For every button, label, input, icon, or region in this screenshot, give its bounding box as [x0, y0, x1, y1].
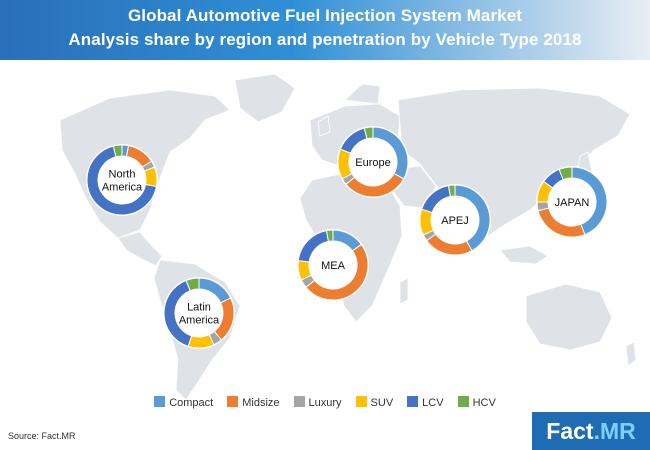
donut-hole — [548, 178, 596, 226]
legend: Compact Midsize Luxury SUV LCV HCV — [0, 396, 650, 409]
region-donuts: NorthAmericaEuropeAPEJJAPANMEALatinAmeri… — [86, 126, 608, 349]
donut-hole — [349, 138, 397, 186]
donut-slice-suv — [187, 334, 215, 349]
donut-label: Latin — [187, 302, 211, 314]
donut-hole — [431, 196, 479, 244]
world-map-donut-chart: NorthAmericaEuropeAPEJJAPANMEALatinAmeri… — [59, 73, 637, 401]
donut-japan: JAPAN — [536, 166, 608, 238]
legend-item-hcv: HCV — [457, 396, 496, 409]
donut-label: North — [109, 169, 136, 181]
legend-item-luxury: Luxury — [293, 396, 342, 409]
donut-hole — [309, 241, 357, 289]
donut-label: JAPAN — [555, 197, 590, 209]
map-scandinavia — [344, 83, 381, 105]
map-madagascar — [399, 277, 409, 305]
legend-item-lcv: LCV — [407, 396, 444, 409]
legend-swatch — [293, 396, 305, 407]
donut-label: America — [179, 315, 220, 327]
legend-label: LCV — [422, 397, 444, 409]
legend-label: Luxury — [308, 397, 342, 409]
chart-title-line-1: Global Automotive Fuel Injection System … — [127, 6, 523, 25]
donut-slice-hcv — [558, 166, 573, 181]
donut-slice-suv — [419, 208, 434, 236]
donut-label: APEJ — [441, 215, 469, 227]
donut-apej: APEJ — [419, 184, 491, 256]
donut-europe: Europe — [337, 126, 409, 198]
legend-swatch — [227, 396, 239, 407]
donut-slice-suv — [143, 166, 158, 188]
map-uk — [317, 115, 331, 137]
map-southeast-asia-islands — [499, 245, 549, 265]
donut-slice-hcv — [325, 229, 334, 243]
source-note: Source: Fact.MR — [8, 431, 76, 441]
donut-slice-hcv — [447, 184, 456, 198]
legend-label: Midsize — [242, 397, 280, 409]
donut-slice-lcv — [86, 145, 157, 216]
legend-swatch — [355, 396, 367, 407]
donut-mea: MEA — [297, 229, 369, 301]
map-new-zealand — [625, 341, 637, 367]
map-central-america — [117, 231, 163, 267]
logo-text-mr: .MR — [593, 418, 636, 444]
donut-slice-hcv — [363, 126, 374, 140]
donut-hole — [175, 289, 223, 337]
legend-swatch — [154, 396, 166, 407]
legend-label: SUV — [370, 397, 394, 409]
title-banner: Global Automotive Fuel Injection System … — [0, 0, 650, 60]
legend-label: Compact — [169, 397, 214, 409]
donut-hole — [98, 156, 146, 204]
legend-item-suv: SUV — [355, 396, 394, 409]
map-australia — [525, 283, 613, 351]
donut-label: Europe — [355, 157, 390, 169]
donut-label: America — [102, 182, 143, 194]
donut-label: MEA — [321, 260, 346, 272]
factmr-logo: Fact.MR — [532, 412, 650, 450]
legend-swatch — [407, 396, 419, 407]
legend-item-compact: Compact — [154, 396, 213, 409]
legend-item-midsize: Midsize — [227, 396, 280, 409]
legend-label: HCV — [472, 397, 496, 409]
donut-slice-hcv — [112, 144, 123, 158]
legend-swatch — [457, 396, 469, 407]
map-greenland — [234, 73, 296, 123]
chart-title-line-2: Analysis share by region and penetration… — [68, 30, 582, 49]
logo-text-fact: Fact — [546, 418, 594, 444]
donut-slice-hcv — [185, 277, 200, 292]
